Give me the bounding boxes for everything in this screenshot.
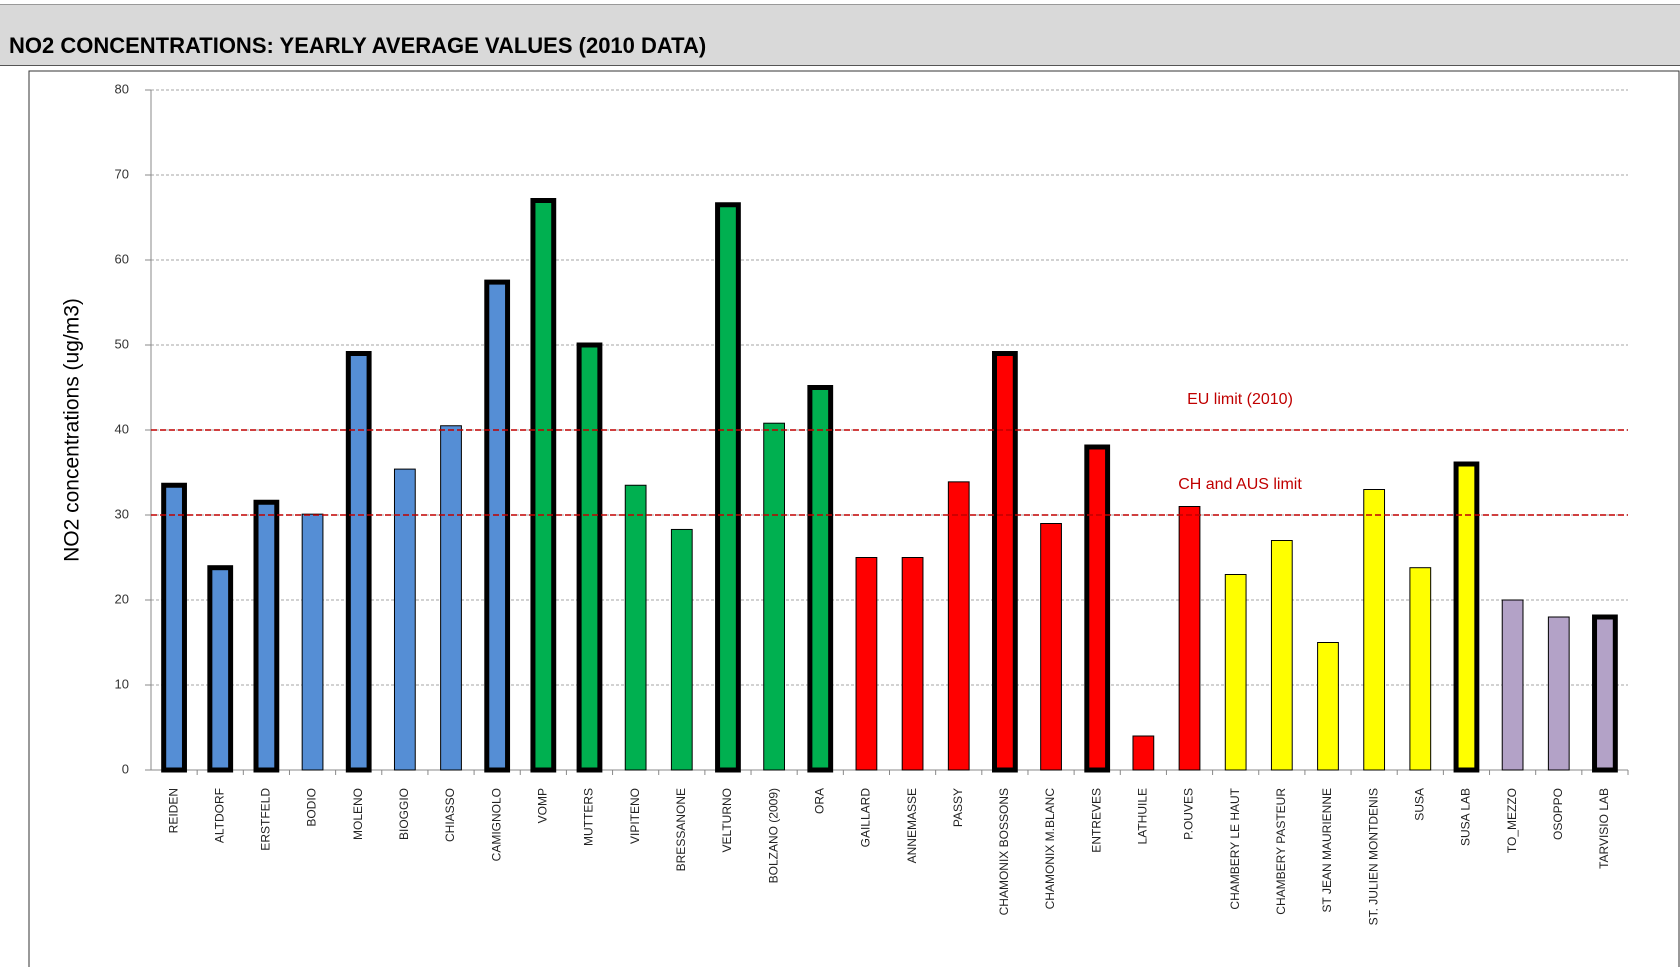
x-tick-label: VELTURNO: [720, 788, 734, 852]
y-tick-label: 40: [115, 421, 129, 436]
bar: [440, 425, 462, 771]
bar: [763, 422, 785, 771]
x-tick-label: ST. JULIEN MONTDENIS: [1366, 788, 1380, 925]
bar: [1224, 574, 1247, 771]
x-tick-label: VOMP: [536, 788, 550, 823]
x-tick-label: OSOPPO: [1551, 788, 1565, 840]
bar: [992, 351, 1018, 773]
x-tick-label: ST JEAN MAURIENNE: [1320, 788, 1334, 912]
y-tick-label: 20: [115, 591, 129, 606]
x-tick-label: ALTDORF: [212, 788, 226, 843]
y-tick-label: 10: [115, 676, 129, 691]
x-tick-label: REIDEN: [166, 788, 180, 833]
header-title: NO2 CONCENTRATIONS: YEARLY AVERAGE VALUE…: [9, 33, 707, 58]
bar: [576, 342, 603, 773]
bar: [670, 528, 693, 771]
x-tick-label: MOLENO: [351, 788, 365, 840]
bar: [855, 557, 878, 771]
bar: [1132, 735, 1155, 771]
x-tick-label: LATHUILE: [1136, 788, 1150, 844]
x-tick-label: P.OUVES: [1182, 788, 1196, 840]
y-tick-label: 70: [115, 166, 129, 181]
x-tick-label: PASSY: [951, 788, 965, 827]
x-tick-label: SUSA: [1412, 788, 1426, 821]
bar: [1592, 614, 1618, 773]
reference-label: EU limit (2010): [1187, 391, 1293, 408]
bar: [1084, 444, 1111, 773]
y-axis-label: NO2 concentrations (ug/m3): [61, 298, 84, 562]
x-tick-label: TO_MEZZO: [1505, 788, 1519, 853]
bar: [1363, 489, 1386, 771]
bar: [1501, 599, 1524, 771]
y-tick-label: 60: [115, 251, 129, 266]
bar: [807, 385, 834, 773]
x-tick-label: ANNEMASSE: [905, 788, 919, 863]
x-tick-label: SUSA LAB: [1459, 788, 1473, 846]
bar: [1453, 461, 1480, 773]
x-tick-label: CHAMBERY PASTEUR: [1274, 788, 1288, 915]
bar: [1409, 567, 1432, 771]
bar: [207, 565, 234, 773]
x-tick-label: GAILLARD: [859, 788, 873, 848]
x-tick-label: CHAMONIX BOSSONS: [997, 788, 1011, 915]
x-tick-label: BODIO: [305, 788, 319, 827]
x-tick-label: CHAMONIX M.BLANC: [1043, 788, 1057, 910]
bar: [253, 499, 280, 773]
x-tick-label: BRESSANONE: [674, 788, 688, 871]
bar: [301, 513, 324, 771]
bar: [1270, 540, 1293, 771]
bar: [1317, 642, 1339, 771]
y-tick-label: 0: [122, 761, 129, 776]
bar: [624, 484, 647, 771]
x-tick-label: ERSTFELD: [259, 788, 273, 851]
bar: [1547, 616, 1570, 771]
reference-label: CH and AUS limit: [1178, 476, 1302, 493]
x-tick-label: ENTREVES: [1089, 788, 1103, 853]
y-tick-label: 80: [115, 81, 129, 96]
bar: [947, 481, 970, 771]
x-tick-label: ORA: [812, 788, 826, 814]
x-tick-label: VIPITENO: [628, 788, 642, 844]
bar: [715, 202, 741, 773]
bar: [161, 482, 187, 773]
y-tick-label: 30: [115, 506, 129, 521]
bar: [901, 557, 924, 771]
bar: [1040, 523, 1062, 771]
x-tick-label: TARVISIO LAB: [1597, 788, 1611, 869]
plot-frame: [28, 70, 1680, 967]
bar: [530, 198, 557, 773]
x-tick-label: MUTTERS: [582, 788, 596, 846]
bar: [345, 351, 372, 773]
x-tick-label: CHIASSO: [443, 788, 457, 842]
header: NO2 CONCENTRATIONS: YEARLY AVERAGE VALUE…: [0, 4, 1680, 66]
bar: [1178, 506, 1201, 771]
x-tick-label: BOLZANO (2009): [766, 788, 780, 883]
x-tick-label: BIOGGIO: [397, 788, 411, 840]
x-tick-label: CAMIGNOLO: [489, 788, 503, 861]
y-tick-label: 50: [115, 336, 129, 351]
bar: [484, 279, 511, 773]
x-tick-label: CHAMBERY LE HAUT: [1228, 787, 1242, 909]
bar: [393, 468, 416, 771]
